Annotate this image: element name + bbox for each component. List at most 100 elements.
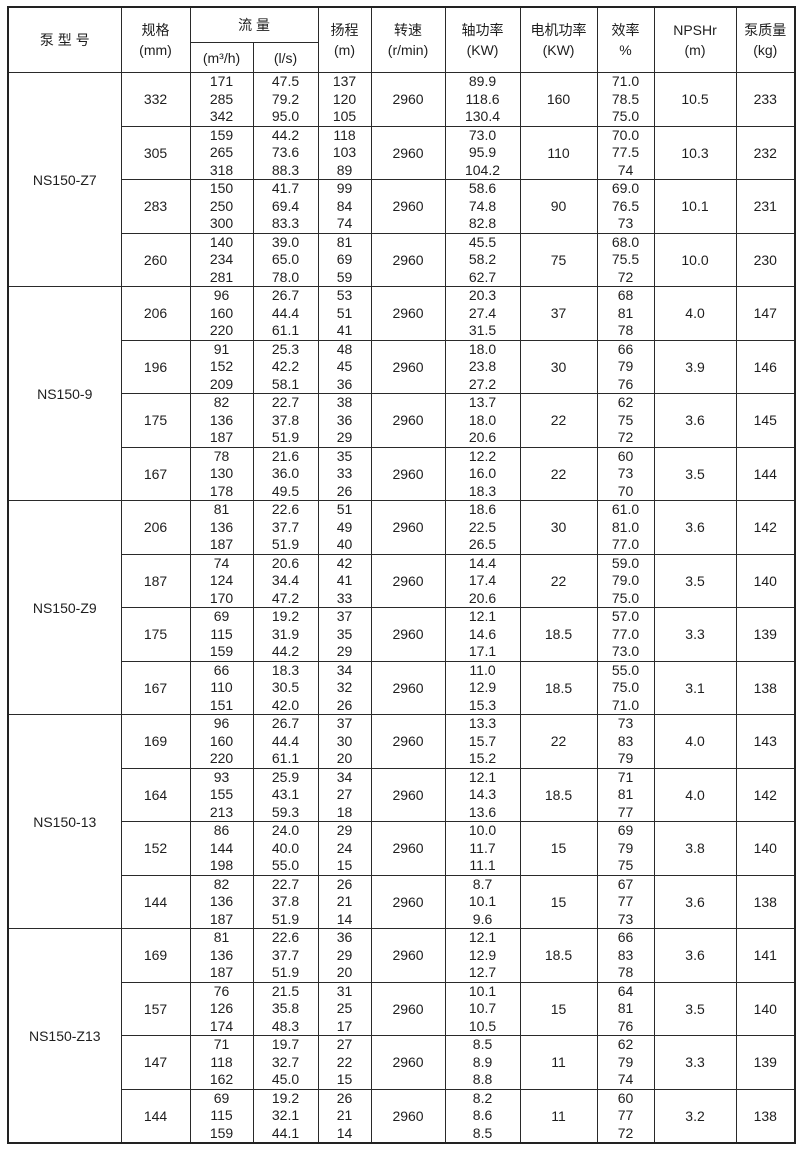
shaft-power-value: 82.8 [468,215,497,231]
head-value: 137 [332,73,357,89]
motor-power-cell: 18.5 [519,660,598,715]
efficiency-value: 71.0 [611,696,640,713]
efficiency-value: 62 [617,394,634,410]
shaft-power-value: 27.4 [468,304,497,321]
shaft-power-value: 17.1 [468,643,497,659]
header-flow-ls: (l/s) [252,42,319,73]
efficiency-value: 81.0 [611,518,640,535]
flow-m3h-value: 198 [209,857,234,873]
flow-ls-value: 95.0 [271,108,300,124]
shaft-power-cell: 14.4 17.4 20.6 [444,553,521,608]
efficiency-cell: 66 79 76 [596,339,655,394]
flow-ls-value: 55.0 [271,857,300,873]
header-model: 泵 型 号 [7,6,122,73]
head-value: 31 [336,982,353,999]
head-value: 53 [336,287,353,303]
table-row: 157 76 126 174 21.5 35.8 48.3 31 25 17 2960 10.1 10.… [8,981,796,1036]
weight-cell: 138 [735,1088,796,1144]
shaft-power-value: 15.2 [468,750,497,766]
shaft-power-cell: 13.7 18.0 20.6 [444,393,521,448]
flow-m3h-value: 151 [209,696,234,713]
shaft-power-value: 8.5 [472,1036,493,1052]
npshr-cell: 10.1 [653,179,737,234]
head-value: 89 [336,161,353,178]
efficiency-value: 75.0 [611,589,640,606]
npshr-cell: 3.8 [653,821,737,876]
header-speed: 转速 (r/min) [370,6,446,73]
head-value: 14 [336,1124,353,1141]
shaft-power-value: 26.5 [468,536,497,552]
flow-m3h-value: 187 [209,910,234,927]
head-value: 20 [336,964,353,980]
head-value: 32 [336,679,353,695]
shaft-power-value: 13.6 [468,803,497,820]
header-motor-power-label: 电机功率 [530,22,587,38]
efficiency-cell: 66 83 78 [596,928,655,983]
flow-ls-value: 42.2 [271,358,300,374]
flow-m3h-value: 136 [209,893,234,909]
efficiency-value: 77.0 [611,536,640,552]
efficiency-value: 72 [617,429,634,445]
flow-m3h-value: 318 [209,161,234,178]
flow-ls-value: 59.3 [271,803,300,820]
efficiency-value: 59.0 [611,554,640,571]
model-cell: NS150-9 [7,286,122,501]
shaft-power-cell: 12.1 14.6 17.1 [444,607,521,662]
flow-ls-value: 32.7 [271,1053,300,1070]
flow-ls-value: 88.3 [271,161,300,178]
flow-m3h-value: 159 [209,1124,234,1141]
flow-ls-value: 37.8 [271,893,300,909]
efficiency-value: 68.0 [611,233,640,250]
flow-m3h-cell: 150 250 300 [189,179,254,234]
weight-cell: 139 [735,607,796,662]
flow-m3h-cell: 96 160 220 [189,286,254,341]
flow-ls-value: 19.2 [271,608,300,624]
npshr-cell: 3.6 [653,393,737,448]
head-value: 103 [332,144,357,160]
flow-ls-value: 30.5 [271,679,300,695]
size-cell: 206 [120,286,191,341]
flow-m3h-cell: 91 152 209 [189,339,254,394]
flow-m3h-cell: 76 126 174 [189,981,254,1036]
header-size-label: 规格 [141,22,170,38]
table-row: 167 78 130 178 21.6 36.0 49.5 35 33 26 2960 12.2 16.… [8,446,796,501]
npshr-cell: 4.0 [653,714,737,769]
flow-ls-value: 22.7 [271,875,300,892]
head-value: 40 [336,536,353,552]
motor-power-cell: 15 [519,981,598,1036]
shaft-power-value: 12.9 [468,679,497,695]
efficiency-cell: 59.0 79.0 75.0 [596,553,655,608]
efficiency-value: 79 [617,839,634,856]
shaft-power-cell: 12.2 16.0 18.3 [444,446,521,501]
efficiency-value: 61.0 [611,501,640,517]
flow-m3h-value: 69 [213,608,230,624]
flow-m3h-value: 96 [213,287,230,303]
head-cell: 34 27 18 [317,767,372,822]
speed-cell: 2960 [370,1035,446,1090]
head-cell: 34 32 26 [317,660,372,715]
motor-power-cell: 15 [519,874,598,929]
speed-cell: 2960 [370,500,446,555]
flow-m3h-value: 136 [209,411,234,428]
head-value: 118 [333,126,356,143]
flow-ls-value: 44.2 [271,126,300,143]
weight-cell: 144 [735,446,796,501]
head-value: 48 [336,340,353,357]
flow-m3h-value: 81 [213,929,230,945]
speed-cell: 2960 [370,72,446,127]
head-value: 27 [336,1036,353,1052]
flow-ls-value: 51.9 [271,910,300,927]
flow-ls-value: 48.3 [271,1017,300,1034]
efficiency-value: 62 [617,1036,634,1052]
shaft-power-value: 11.1 [469,857,496,873]
efficiency-value: 81 [617,1000,634,1016]
head-value: 34 [336,661,353,678]
size-cell: 175 [120,393,191,448]
flow-ls-cell: 41.7 69.4 83.3 [252,179,319,234]
speed-cell: 2960 [370,874,446,929]
flow-ls-value: 26.7 [271,287,300,303]
flow-m3h-value: 213 [209,803,234,820]
efficiency-value: 66 [617,929,634,945]
efficiency-value: 79.0 [611,572,640,588]
header-speed-label: 转速 [394,22,423,38]
